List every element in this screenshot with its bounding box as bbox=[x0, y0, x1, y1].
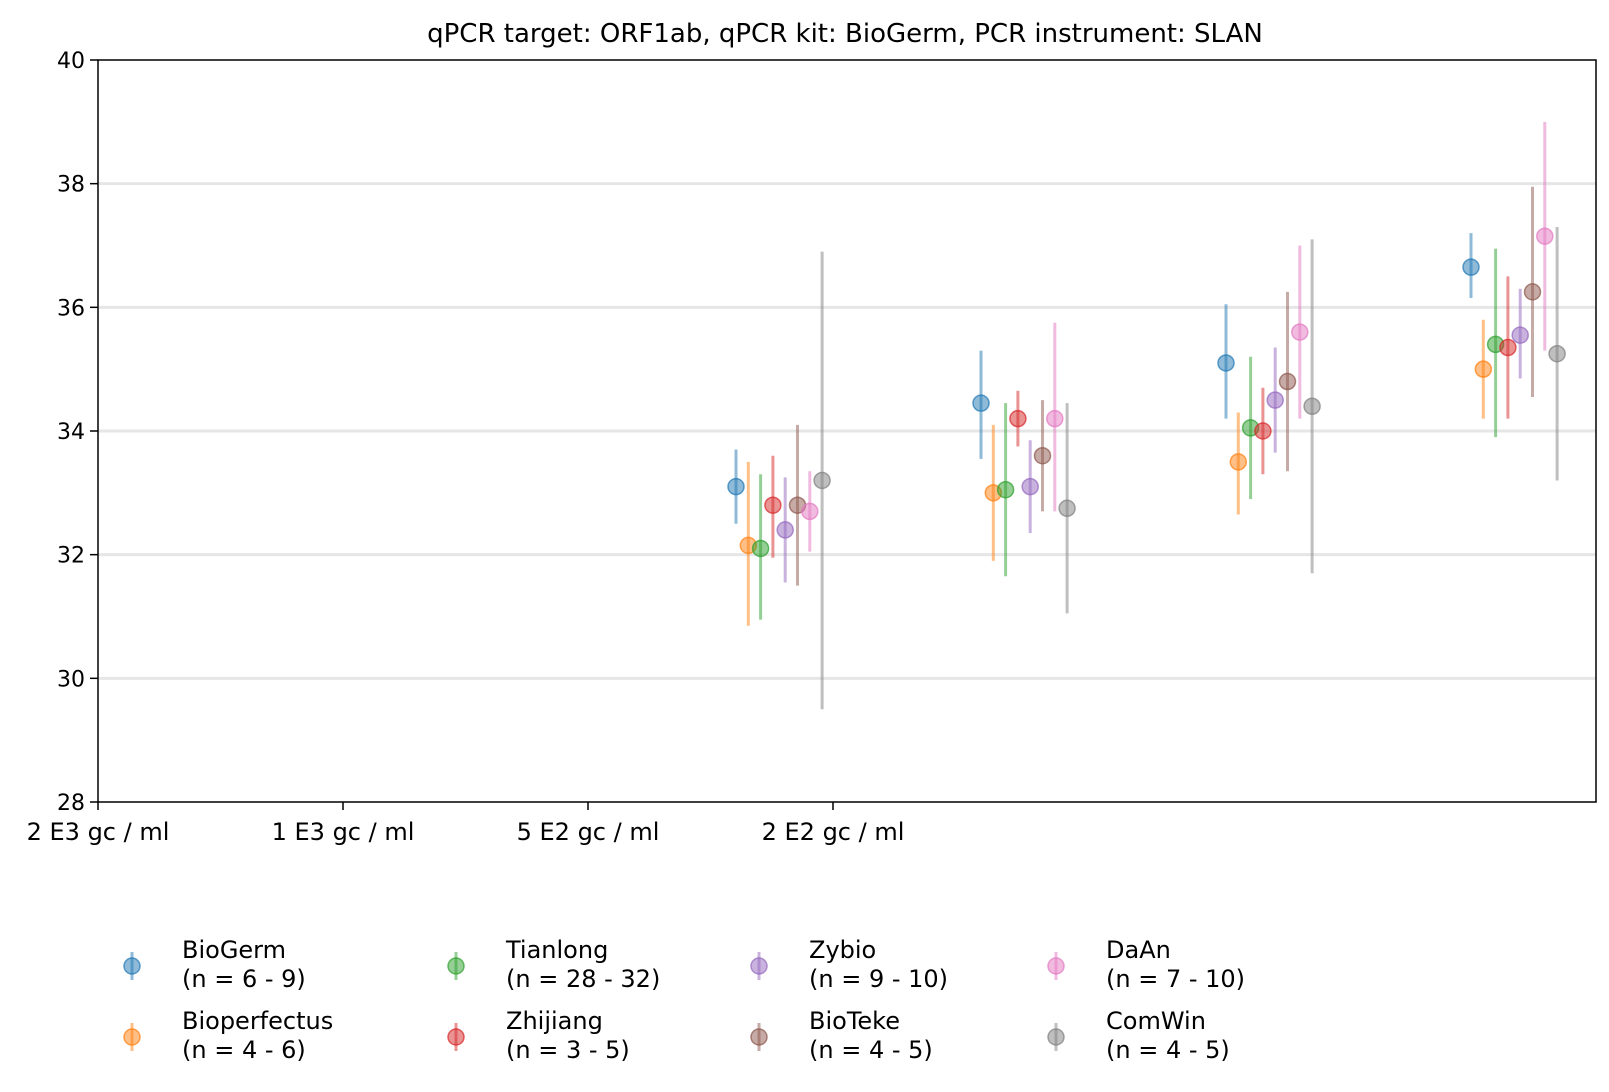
legend-label: Zybio bbox=[809, 936, 876, 964]
legend-label: Zhijiang bbox=[506, 1007, 603, 1035]
grid-layer bbox=[98, 182, 1596, 680]
legend-count: (n = 4 - 6) bbox=[182, 1036, 306, 1064]
marks-layer bbox=[727, 121, 1566, 710]
data-point bbox=[727, 477, 745, 496]
data-point bbox=[1291, 323, 1309, 341]
data-point bbox=[1033, 446, 1052, 465]
data-point bbox=[1511, 326, 1529, 344]
data-point bbox=[1058, 499, 1076, 518]
legend-marker bbox=[447, 1028, 465, 1046]
legend-label: BioTeke bbox=[809, 1007, 900, 1035]
data-point bbox=[1254, 422, 1272, 440]
legend-label: Bioperfectus bbox=[182, 1007, 333, 1035]
legend-label: DaAn bbox=[1106, 936, 1171, 964]
data-point bbox=[1266, 391, 1284, 409]
data-point bbox=[751, 539, 770, 558]
legend-marker bbox=[750, 957, 768, 975]
data-point bbox=[776, 521, 794, 539]
data-point bbox=[764, 496, 782, 514]
x-tick-label: 2 E3 gc / ml bbox=[27, 818, 170, 846]
data-point bbox=[1021, 477, 1039, 496]
y-tick-label: 40 bbox=[57, 49, 85, 74]
data-point bbox=[1474, 360, 1493, 378]
data-point bbox=[996, 480, 1015, 499]
legend-count: (n = 6 - 9) bbox=[182, 965, 306, 993]
data-point bbox=[1548, 344, 1566, 363]
legend-count: (n = 9 - 10) bbox=[809, 965, 948, 993]
data-point bbox=[1536, 227, 1554, 245]
legend-marker bbox=[1047, 957, 1065, 975]
data-point bbox=[813, 471, 831, 490]
chart-title: qPCR target: ORF1ab, qPCR kit: BioGerm, … bbox=[427, 19, 1263, 49]
legend-count: (n = 4 - 5) bbox=[1106, 1036, 1230, 1064]
data-point bbox=[1278, 372, 1297, 391]
legend-count: (n = 7 - 10) bbox=[1106, 965, 1245, 993]
axis-layer: 28 30 32 34 36 38 40 2 E3 gc / ml 1 E3 gc / ml 5 … bbox=[27, 49, 905, 846]
legend-marker bbox=[447, 957, 465, 975]
data-point bbox=[1217, 354, 1235, 372]
legend-label: Tianlong bbox=[505, 936, 608, 964]
legend-marker bbox=[123, 1028, 141, 1046]
legend-label: ComWin bbox=[1106, 1007, 1206, 1035]
data-point bbox=[1499, 338, 1517, 357]
y-tick-label: 36 bbox=[57, 296, 85, 321]
legend-count: (n = 4 - 5) bbox=[809, 1036, 933, 1064]
data-point bbox=[1229, 453, 1248, 471]
legend-marker bbox=[1047, 1028, 1065, 1046]
y-tick-label: 38 bbox=[57, 173, 85, 198]
y-tick-label: 28 bbox=[57, 791, 85, 816]
legend-count: (n = 28 - 32) bbox=[506, 965, 660, 993]
y-tick-label: 32 bbox=[57, 544, 85, 569]
data-point bbox=[1046, 409, 1064, 428]
x-tick-label: 1 E3 gc / ml bbox=[272, 818, 415, 846]
legend-marker bbox=[123, 957, 141, 975]
data-point bbox=[1303, 397, 1321, 416]
data-point bbox=[801, 502, 819, 521]
legend-count: (n = 3 - 5) bbox=[506, 1036, 630, 1064]
x-tick-label: 2 E2 gc / ml bbox=[762, 818, 905, 846]
legend: BioGerm(n = 6 - 9) Bioperfectus(n = 4 - 6… bbox=[123, 936, 1245, 1064]
data-point bbox=[1462, 258, 1480, 276]
y-tick-label: 30 bbox=[57, 667, 85, 692]
data-point bbox=[972, 394, 990, 412]
data-point bbox=[1523, 283, 1542, 301]
y-tick-label: 34 bbox=[57, 420, 85, 445]
legend-label: BioGerm bbox=[182, 936, 286, 964]
x-tick-label: 5 E2 gc / ml bbox=[517, 818, 660, 846]
data-point bbox=[1009, 409, 1027, 428]
legend-marker bbox=[750, 1028, 768, 1046]
